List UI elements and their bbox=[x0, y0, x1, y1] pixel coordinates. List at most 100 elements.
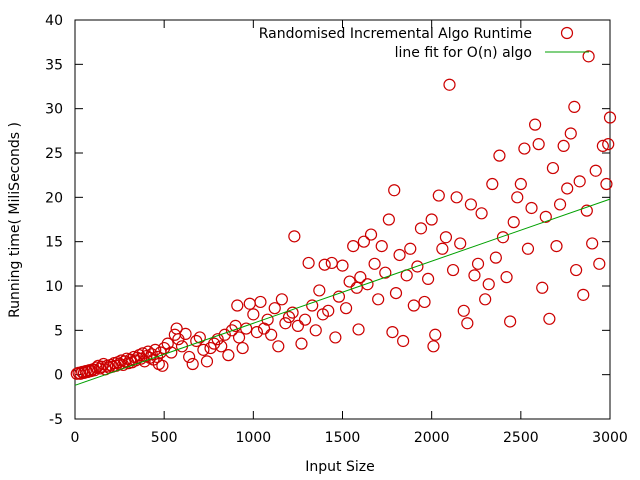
scatter-point-74 bbox=[240, 322, 253, 335]
scatter-point-153 bbox=[507, 216, 520, 229]
y-tick-label: 20 bbox=[45, 190, 63, 206]
scatter-point-142 bbox=[468, 269, 481, 282]
scatter-point-115 bbox=[379, 266, 392, 279]
legend-label-scatter: Randomised Incremental Algo Runtime bbox=[259, 26, 532, 42]
scatter-point-66 bbox=[215, 340, 228, 353]
scatter-point-102 bbox=[336, 259, 349, 272]
scatter-point-90 bbox=[295, 337, 308, 350]
scatter-point-167 bbox=[557, 139, 570, 153]
y-tick-label: 0 bbox=[54, 368, 63, 384]
scatter-point-112 bbox=[368, 257, 381, 270]
scatter-point-76 bbox=[247, 308, 260, 321]
scatter-point-61 bbox=[197, 343, 210, 356]
scatter-point-75 bbox=[243, 297, 256, 310]
scatter-point-146 bbox=[482, 278, 495, 291]
scatter-point-78 bbox=[254, 295, 267, 309]
x-tick-label: 2000 bbox=[414, 430, 450, 446]
scatter-point-109 bbox=[357, 235, 370, 248]
scatter-point-97 bbox=[318, 258, 331, 271]
scatter-point-141 bbox=[464, 198, 477, 211]
scatter-point-163 bbox=[543, 312, 556, 325]
scatter-point-179 bbox=[596, 139, 609, 153]
scatter-point-77 bbox=[250, 326, 263, 339]
scatter-point-58 bbox=[186, 357, 199, 371]
scatter-point-60 bbox=[193, 331, 206, 344]
data-marks bbox=[70, 50, 617, 386]
scatter-point-37 bbox=[136, 347, 149, 360]
scatter-point-103 bbox=[339, 302, 353, 315]
scatter-point-124 bbox=[407, 299, 420, 312]
x-tick-label: 3000 bbox=[592, 430, 628, 446]
fit-line bbox=[74, 198, 611, 386]
legend-marker-scatter bbox=[560, 26, 574, 40]
y-tick-label: 10 bbox=[45, 279, 63, 295]
scatter-point-123 bbox=[404, 242, 417, 255]
scatter-point-98 bbox=[322, 304, 335, 317]
scatter-point-92 bbox=[302, 256, 315, 270]
scatter-point-93 bbox=[306, 299, 319, 312]
x-axis-title: Input Size bbox=[305, 459, 374, 475]
scatter-point-86 bbox=[282, 310, 296, 324]
scatter-point-105 bbox=[347, 240, 360, 253]
scatter-point-174 bbox=[580, 204, 593, 217]
scatter-point-113 bbox=[372, 293, 385, 306]
scatter-point-168 bbox=[561, 182, 574, 195]
scatter-point-69 bbox=[225, 324, 239, 337]
x-tick-label: 2500 bbox=[503, 430, 539, 446]
scatter-point-48 bbox=[156, 359, 169, 372]
scatter-point-157 bbox=[521, 242, 535, 255]
y-axis-title: Running time( MiliSeconds ) bbox=[7, 122, 23, 318]
scatter-point-125 bbox=[411, 260, 424, 273]
x-tick-label: 1500 bbox=[325, 430, 361, 446]
scatter-point-135 bbox=[443, 78, 456, 91]
scatter-point-108 bbox=[354, 271, 367, 284]
x-tick-label: 1000 bbox=[236, 430, 272, 446]
scatter-point-82 bbox=[268, 302, 281, 315]
scatter-point-150 bbox=[496, 231, 510, 244]
scatter-point-155 bbox=[514, 177, 527, 191]
scatter-point-127 bbox=[418, 295, 431, 309]
scatter-point-139 bbox=[457, 304, 470, 317]
scatter-point-158 bbox=[525, 201, 538, 215]
scatter-point-128 bbox=[422, 272, 435, 286]
scatter-point-145 bbox=[479, 293, 492, 306]
scatter-point-118 bbox=[388, 184, 401, 197]
scatter-point-160 bbox=[532, 138, 545, 151]
y-tick-label: 25 bbox=[45, 146, 63, 162]
scatter-point-162 bbox=[539, 210, 552, 223]
scatter-point-121 bbox=[397, 334, 410, 348]
scatter-point-126 bbox=[414, 222, 428, 235]
scatter-point-131 bbox=[429, 328, 442, 341]
scatter-point-133 bbox=[436, 242, 449, 255]
scatter-point-134 bbox=[439, 231, 453, 244]
scatter-point-172 bbox=[573, 175, 586, 188]
scatter-point-71 bbox=[231, 299, 244, 312]
scatter-point-49 bbox=[158, 341, 171, 355]
scatter-point-72 bbox=[232, 331, 246, 344]
scatter-point-181 bbox=[602, 138, 615, 151]
scatter-point-154 bbox=[511, 191, 524, 204]
scatter-point-94 bbox=[309, 324, 322, 337]
scatter-point-65 bbox=[211, 333, 224, 346]
scatter-point-143 bbox=[471, 257, 485, 270]
scatter-point-83 bbox=[272, 340, 285, 353]
y-tick-label: -5 bbox=[49, 412, 63, 428]
scatter-point-151 bbox=[500, 271, 513, 284]
scatter-point-140 bbox=[461, 317, 474, 330]
legend-label-line: line fit for O(n) algo bbox=[395, 45, 532, 61]
scatter-point-175 bbox=[582, 50, 595, 63]
scatter-point-117 bbox=[386, 326, 399, 339]
scatter-point-107 bbox=[352, 323, 365, 336]
scatter-point-104 bbox=[343, 275, 356, 288]
scatter-point-91 bbox=[298, 313, 312, 326]
scatter-point-99 bbox=[325, 256, 338, 270]
scatter-point-73 bbox=[236, 341, 249, 355]
scatter-point-62 bbox=[200, 355, 214, 368]
scatter-point-87 bbox=[286, 306, 299, 319]
scatter-point-156 bbox=[518, 142, 531, 155]
y-tick-label: 15 bbox=[45, 235, 63, 251]
scatter-point-106 bbox=[350, 281, 363, 294]
scatter-point-176 bbox=[586, 237, 599, 250]
scatter-point-182 bbox=[603, 111, 617, 124]
scatter-point-164 bbox=[546, 161, 560, 175]
